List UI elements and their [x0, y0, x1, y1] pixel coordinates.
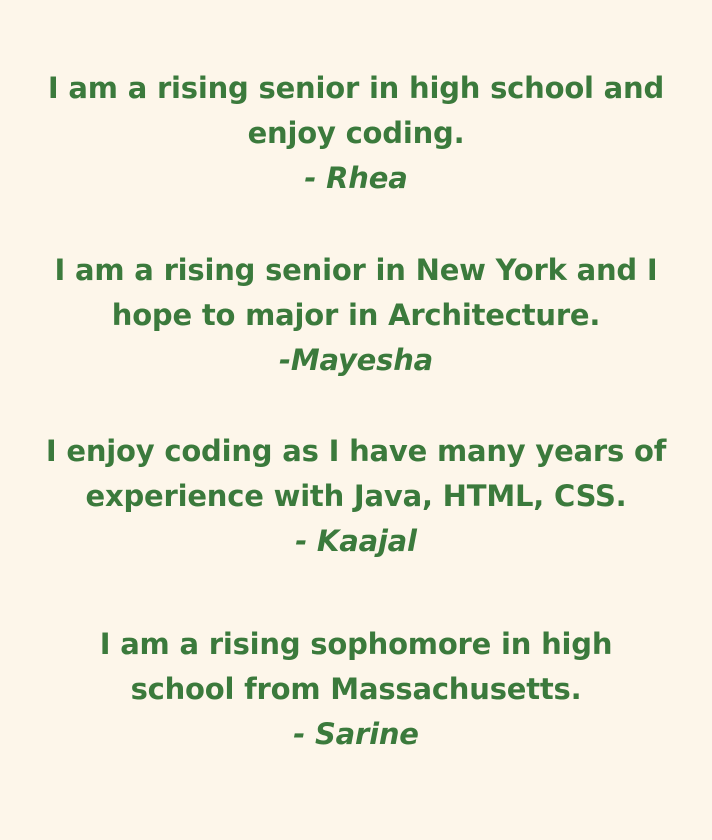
testimonial-author: - Sarine	[293, 717, 419, 751]
testimonial-author: - Kaajal	[295, 524, 417, 558]
testimonial-rhea: I am a rising senior in high school and …	[0, 66, 712, 201]
testimonial-mayesha: I am a rising senior in New York and I h…	[0, 248, 712, 383]
testimonial-author: - Rhea	[304, 161, 408, 195]
testimonial-text-line: hope to major in Architecture.	[111, 298, 601, 332]
testimonial-text-line: I am a rising sophomore in high	[99, 627, 613, 661]
testimonial-text-line: I enjoy coding as I have many years of	[45, 434, 667, 468]
testimonial-text-line: enjoy coding.	[247, 116, 465, 150]
testimonial-author: -Mayesha	[278, 343, 434, 377]
testimonial-text-line: I am a rising senior in high school and	[47, 71, 665, 105]
testimonial-text-line: experience with Java, HTML, CSS.	[85, 479, 627, 513]
testimonial-kaajal: I enjoy coding as I have many years of e…	[0, 429, 712, 564]
testimonial-text-line: I am a rising senior in New York and I	[54, 253, 658, 287]
testimonial-sarine: I am a rising sophomore in high school f…	[0, 622, 712, 757]
testimonial-text-line: school from Massachusetts.	[130, 672, 582, 706]
